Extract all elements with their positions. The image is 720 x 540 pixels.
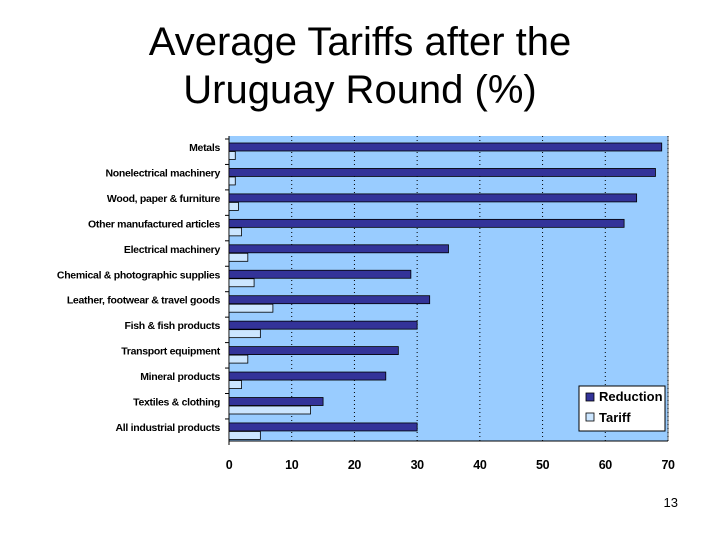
slide-title-line-2: Uruguay Round (%) (183, 68, 537, 112)
bar-reduction-all-industrial-products (228, 422, 418, 432)
bar-reduction-chemical-photographic-supplies (228, 269, 412, 279)
bar-reduction-fish-fish-products (228, 320, 418, 330)
category-label-mineral-products: Mineral products (140, 371, 220, 383)
category-label-chemical-photographic-supplies: Chemical & photographic supplies (57, 269, 221, 281)
page-number: 13 (663, 495, 678, 510)
category-label-transport-equipment: Transport equipment (121, 346, 221, 358)
category-label-wood-paper-furniture: Wood, paper & furniture (107, 193, 221, 205)
bar-reduction-wood-paper-furniture (228, 193, 638, 203)
bar-tariff-textiles-clothing (228, 405, 311, 415)
bar-reduction-textiles-clothing (228, 397, 324, 406)
bar-reduction-leather-footwear-travel-goods (228, 295, 431, 305)
slide-title: Average Tariffs after the Uruguay Round … (0, 18, 720, 114)
bar-reduction-mineral-products (228, 371, 387, 381)
bar-tariff-fish-fish-products (228, 329, 261, 339)
bar-tariff-electrical-machinery (228, 252, 249, 262)
bar-reduction-transport-equipment (228, 346, 399, 356)
x-tick-label-60: 60 (599, 458, 613, 472)
bar-tariff-chemical-photographic-supplies (228, 278, 255, 288)
bar-reduction-nonelectrical-machinery (228, 168, 656, 177)
x-tick-label-10: 10 (285, 458, 299, 472)
x-tick-label-40: 40 (473, 458, 487, 472)
bar-tariff-transport-equipment (228, 354, 249, 364)
category-label-all-industrial-products: All industrial products (115, 422, 220, 434)
category-label-metals: Metals (189, 142, 220, 154)
bar-tariff-wood-paper-furniture (228, 201, 239, 211)
category-label-fish-fish-products: Fish & fish products (124, 320, 220, 332)
bar-reduction-metals (228, 142, 663, 152)
x-tick-label-70: 70 (661, 458, 675, 472)
legend-swatch-reduction (585, 392, 595, 402)
legend-swatch-tariff (585, 412, 595, 422)
bar-reduction-electrical-machinery (228, 244, 449, 254)
bar-tariff-other-manufactured-articles (228, 227, 242, 237)
legend-label-tariff: Tariff (599, 410, 631, 425)
category-label-other-manufactured-articles: Other manufactured articles (88, 218, 220, 230)
bar-reduction-other-manufactured-articles (228, 218, 625, 228)
legend-label-reduction: Reduction (599, 389, 663, 404)
bar-tariff-leather-footwear-travel-goods (228, 303, 274, 313)
category-label-textiles-clothing: Textiles & clothing (133, 397, 220, 409)
bar-tariff-all-industrial-products (228, 431, 261, 440)
x-tick-label-20: 20 (348, 458, 362, 472)
slide-title-line-1: Average Tariffs after the (148, 20, 572, 64)
category-label-nonelectrical-machinery: Nonelectrical machinery (106, 167, 221, 179)
x-tick-label-0: 0 (226, 458, 233, 472)
bar-tariff-metals (228, 151, 236, 160)
x-tick-label-50: 50 (536, 458, 550, 472)
bar-tariff-nonelectrical-machinery (228, 176, 236, 186)
category-label-leather-footwear-travel-goods: Leather, footwear & travel goods (67, 295, 221, 307)
category-label-electrical-machinery: Electrical machinery (124, 244, 221, 256)
x-tick-label-30: 30 (411, 458, 425, 472)
bar-tariff-mineral-products (228, 380, 242, 389)
